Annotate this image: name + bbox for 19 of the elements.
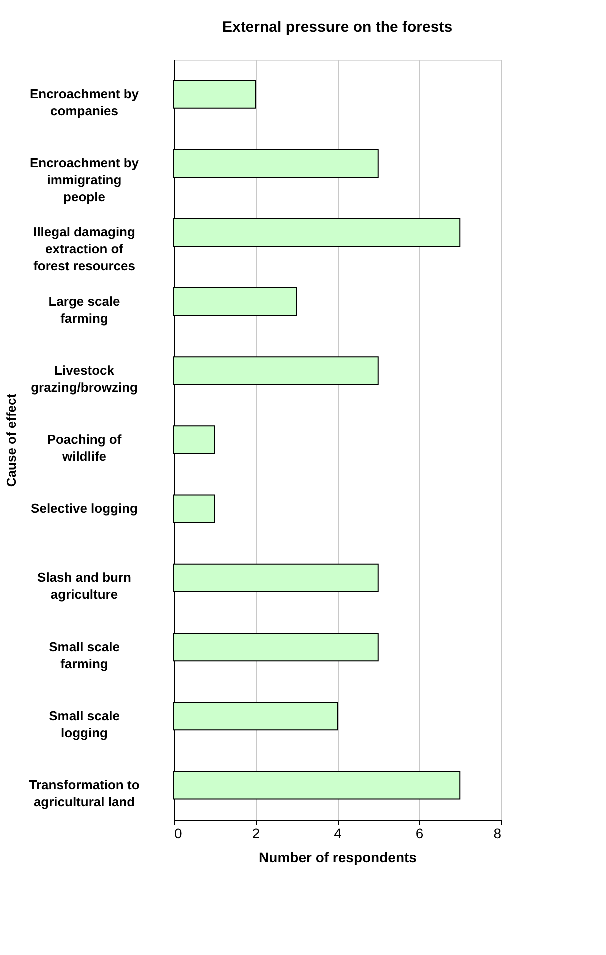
x-tick-label: 0 [174, 826, 182, 842]
y-tick-label: Slash and burn agriculture [38, 570, 132, 602]
x-tick-label: 2 [252, 826, 260, 842]
y-tick-label: Large scale farming [48, 294, 120, 326]
y-tick-label: Small scale farming [49, 639, 120, 672]
y-tick-label: Livestock grazing/browzing [31, 362, 138, 395]
y-tick-label: Poaching of wildlife [47, 432, 122, 464]
y-tick-label: Small scale logging [49, 708, 120, 740]
x-tick-label: 4 [334, 826, 342, 842]
x-tick-label: 6 [416, 826, 424, 842]
y-tick-label: Encroachment by immigrating people [30, 156, 140, 205]
y-tick-label: Illegal damaging extraction of forest resources [34, 224, 136, 274]
y-tick-label: Encroachment by companies [30, 86, 140, 119]
x-tick-label: 8 [494, 826, 502, 842]
y-tick-label: Transformation to agricultural land [29, 777, 140, 810]
y-tick-label: Selective logging [31, 501, 138, 516]
x-axis-title: Number of respondents [259, 850, 418, 866]
chart-title: External pressure on the forests [222, 19, 453, 36]
y-axis-title: Cause of effect [4, 393, 20, 488]
